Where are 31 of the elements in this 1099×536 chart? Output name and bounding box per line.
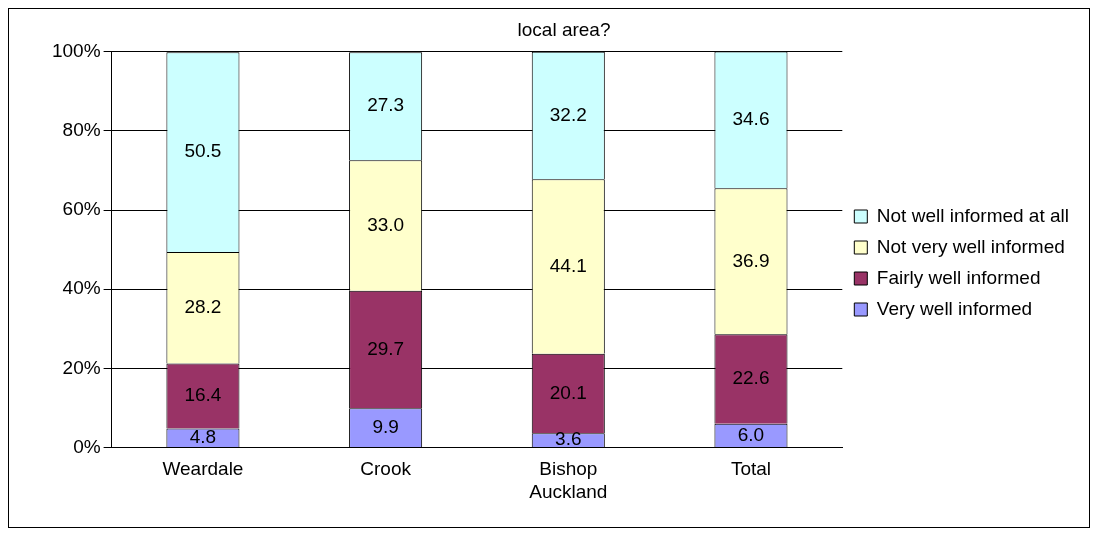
x-tick-label: Total bbox=[730, 458, 772, 480]
y-tick-label: 60% bbox=[62, 198, 101, 220]
chart-title: local area? bbox=[517, 18, 611, 40]
data-label: 20.1 bbox=[549, 381, 587, 403]
data-label: 22.6 bbox=[732, 367, 770, 389]
data-label: 9.9 bbox=[372, 415, 399, 437]
data-label: 27.3 bbox=[367, 94, 405, 116]
data-label: 4.8 bbox=[189, 425, 217, 447]
data-label: 34.6 bbox=[732, 108, 770, 130]
y-tick-label: 40% bbox=[62, 277, 101, 299]
legend-label: Very well informed bbox=[876, 297, 1033, 319]
y-tick-label: 80% bbox=[62, 119, 101, 141]
data-label: 36.9 bbox=[732, 249, 770, 271]
data-label: 6.0 bbox=[737, 423, 765, 445]
data-label: 50.5 bbox=[184, 140, 222, 162]
data-label: 16.4 bbox=[184, 384, 222, 406]
data-label: 3.6 bbox=[555, 428, 582, 450]
y-tick-label: 0% bbox=[73, 435, 101, 457]
x-tick-label: Crook bbox=[360, 458, 412, 480]
legend-label: Not well informed at all bbox=[876, 204, 1070, 226]
data-label: 32.2 bbox=[549, 103, 587, 125]
legend-label: Not very well informed bbox=[876, 235, 1065, 257]
x-tick-label: Weardale bbox=[162, 458, 244, 480]
data-label: 33.0 bbox=[367, 213, 405, 235]
legend-label: Fairly well informed bbox=[876, 266, 1041, 288]
y-tick-label: 100% bbox=[51, 40, 101, 62]
x-tick-label: Bishop Auckland bbox=[529, 458, 608, 502]
data-label: 44.1 bbox=[549, 254, 587, 276]
data-label: 28.2 bbox=[184, 295, 222, 317]
y-tick-label: 20% bbox=[62, 356, 101, 378]
data-label: 29.7 bbox=[367, 337, 405, 359]
